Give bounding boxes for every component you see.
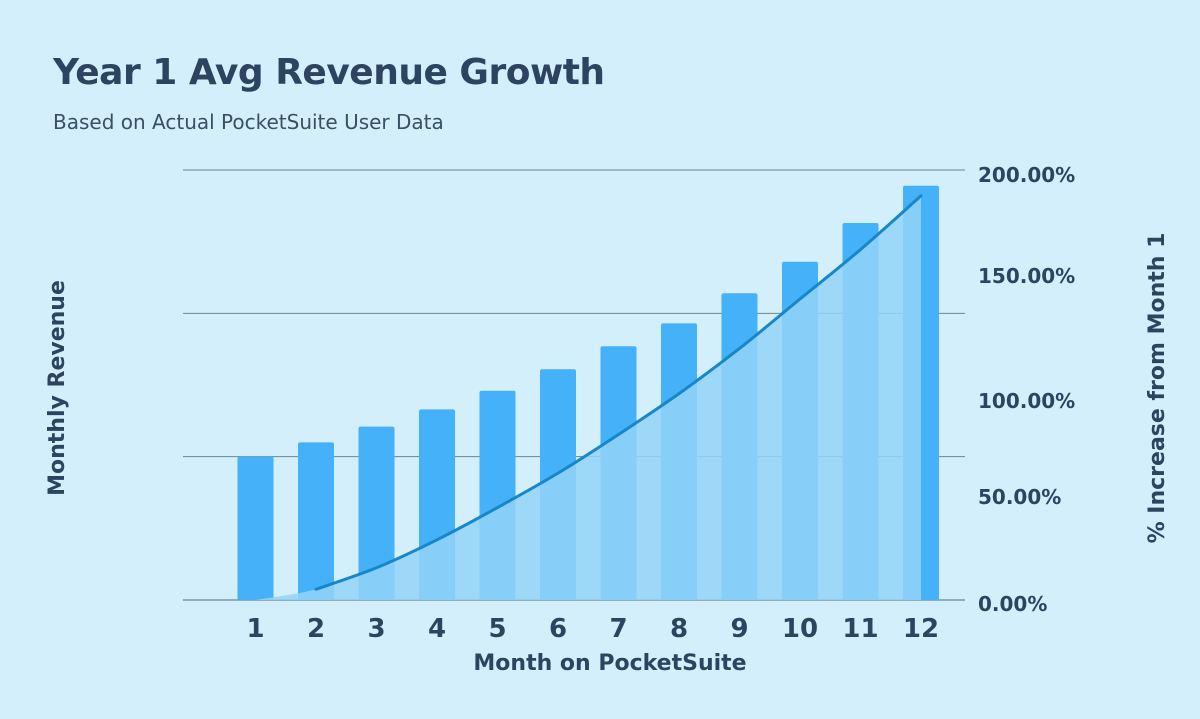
y-axis-label-left: Monthly Revenue [45, 280, 70, 496]
axis-labels: Monthly Revenue % Increase from Month 1 … [45, 233, 1170, 676]
chart-subtitle: Based on Actual PocketSuite User Data [53, 110, 444, 134]
x-tick-label: 9 [730, 614, 748, 644]
x-tick-label: 12 [903, 614, 939, 644]
x-tick-label: 3 [367, 614, 385, 644]
y2-tick-label: 100.00% [978, 389, 1075, 413]
x-tick-label: 11 [842, 614, 878, 644]
x-tick-label: 4 [428, 614, 446, 644]
x-tick-label: 10 [782, 614, 818, 644]
bar [237, 456, 274, 600]
x-tick-label: 6 [549, 614, 567, 644]
x-tick-label: 5 [488, 614, 506, 644]
y2-tick-label: 200.00% [978, 163, 1075, 187]
x-axis-label: Month on PocketSuite [473, 651, 746, 676]
bar [298, 442, 334, 600]
bar [358, 426, 395, 600]
area-series [255, 194, 923, 601]
x-tick-label: 8 [670, 614, 688, 644]
x-tick-label: 2 [307, 614, 325, 644]
x-tick-label: 7 [609, 614, 627, 644]
y2-tick-label: 50.00% [978, 485, 1061, 509]
y-axis-label-right: % Increase from Month 1 [1145, 233, 1170, 544]
y2-tick-label: 0.00% [978, 592, 1047, 616]
axes: 1 2 3 4 5 6 7 8 9 10 11 120.00%50.00%100.00%150.00%… [246, 163, 1075, 644]
area-fill [255, 195, 921, 601]
y2-tick-label: 150.00% [978, 264, 1075, 288]
chart-title: Year 1 Avg Revenue Growth [53, 52, 605, 93]
x-tick-label: 1 [246, 614, 264, 644]
